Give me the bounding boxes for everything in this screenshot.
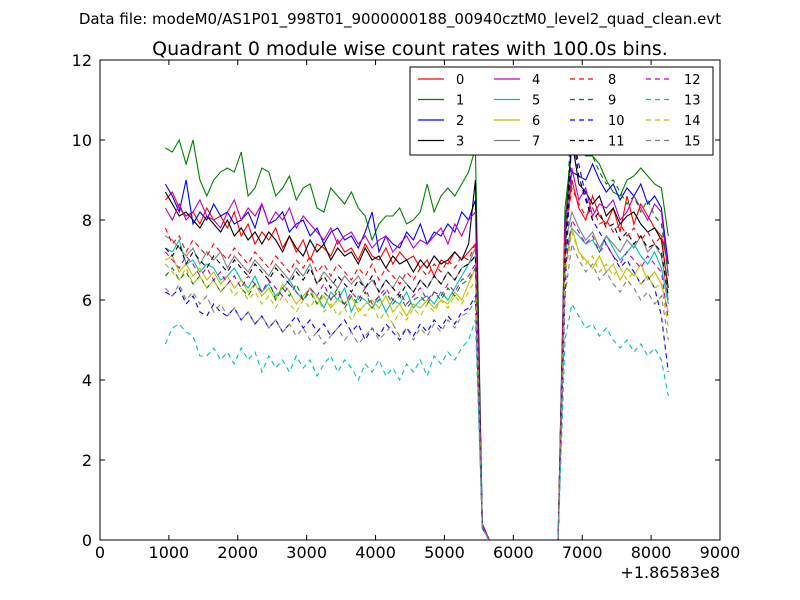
legend-label-0: 0 [456,73,464,88]
y-tick-label-12: 12 [72,51,92,70]
x-tick-label-1000: 1000 [149,543,190,562]
legend-label-1: 1 [456,94,464,109]
series-line-5 [165,226,669,541]
series-line-1 [165,138,669,541]
series-line-0 [164,179,669,541]
series-line-12 [164,218,669,541]
legend-label-14: 14 [684,114,701,129]
series-line-4 [164,167,669,541]
x-tick-label-9000: 9000 [700,543,741,562]
series-line-10 [165,131,669,541]
x-tick-label-3000: 3000 [286,543,327,562]
legend-label-3: 3 [456,135,464,150]
y-tick-label-0: 0 [82,531,92,550]
series-line-2 [164,162,669,541]
legend-box [409,66,714,156]
series-line-11 [164,127,669,541]
legend-label-10: 10 [608,114,625,129]
series-line-9 [164,91,669,541]
series-line-13 [164,302,669,541]
series-line-7 [165,210,669,541]
legend-label-4: 4 [532,73,540,88]
series-line-15 [164,241,669,541]
x-tick-label-4000: 4000 [355,543,396,562]
y-tick-label-4: 4 [82,371,92,390]
chart-title: Quadrant 0 module wise count rates with … [152,38,668,60]
legend-label-13: 13 [684,94,701,109]
x-offset-label: +1.86583e8 [620,563,720,582]
legend-label-12: 12 [684,73,701,88]
x-tick-label-8000: 8000 [631,543,672,562]
y-tick-label-10: 10 [72,131,92,150]
legend-label-15: 15 [684,135,701,150]
series-line-14 [164,231,669,541]
x-tick-label-5000: 5000 [424,543,465,562]
x-tick-label-6000: 6000 [493,543,534,562]
y-tick-label-6: 6 [82,291,92,310]
legend-label-8: 8 [608,73,616,88]
y-tick-label-8: 8 [82,211,92,230]
legend-label-9: 9 [608,94,616,109]
legend-label-7: 7 [532,135,540,150]
legend-label-6: 6 [532,114,540,129]
y-tick-label-2: 2 [82,451,92,470]
x-tick-label-7000: 7000 [562,543,603,562]
legend-label-5: 5 [532,94,540,109]
legend-label-11: 11 [608,135,625,150]
series-line-3 [164,139,669,541]
legend-label-2: 2 [456,114,464,129]
data-file-label: Data file: modeM0/AS1P01_998T01_90000001… [79,10,721,29]
x-tick-label-2000: 2000 [217,543,258,562]
series-line-6 [165,227,669,541]
x-tick-label-0: 0 [95,543,105,562]
